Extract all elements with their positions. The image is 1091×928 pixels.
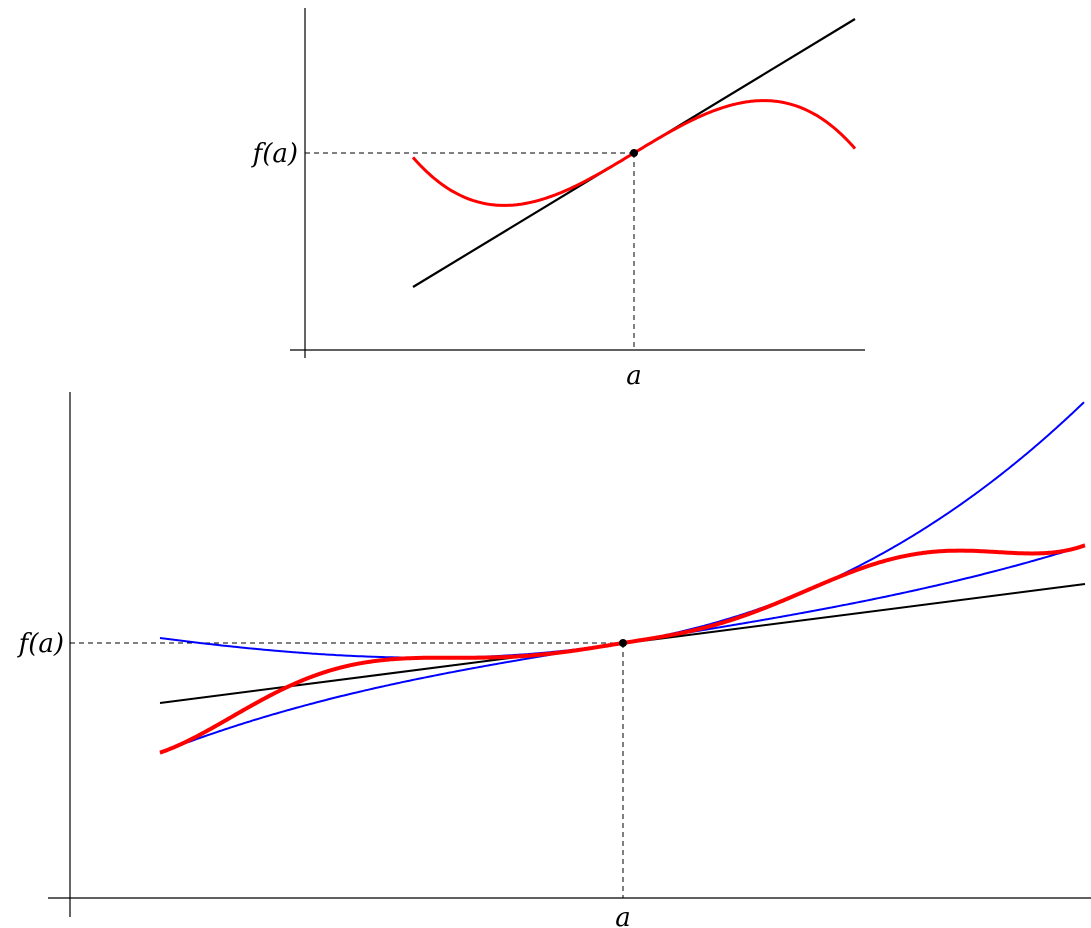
top-tangent-point [630, 149, 638, 157]
bottom-x-label: a [615, 903, 631, 928]
bottom-y-label: f(a) [17, 629, 64, 659]
bottom-tangent-point [619, 639, 627, 647]
bottom-lower-bound-curve [159, 401, 1085, 754]
top-figure: f(a) a [251, 8, 865, 391]
bottom-oscillating-curve [159, 543, 1086, 755]
bottom-figure: f(a) a [17, 392, 1091, 928]
top-y-label: f(a) [251, 139, 298, 169]
top-x-label: a [626, 361, 642, 391]
